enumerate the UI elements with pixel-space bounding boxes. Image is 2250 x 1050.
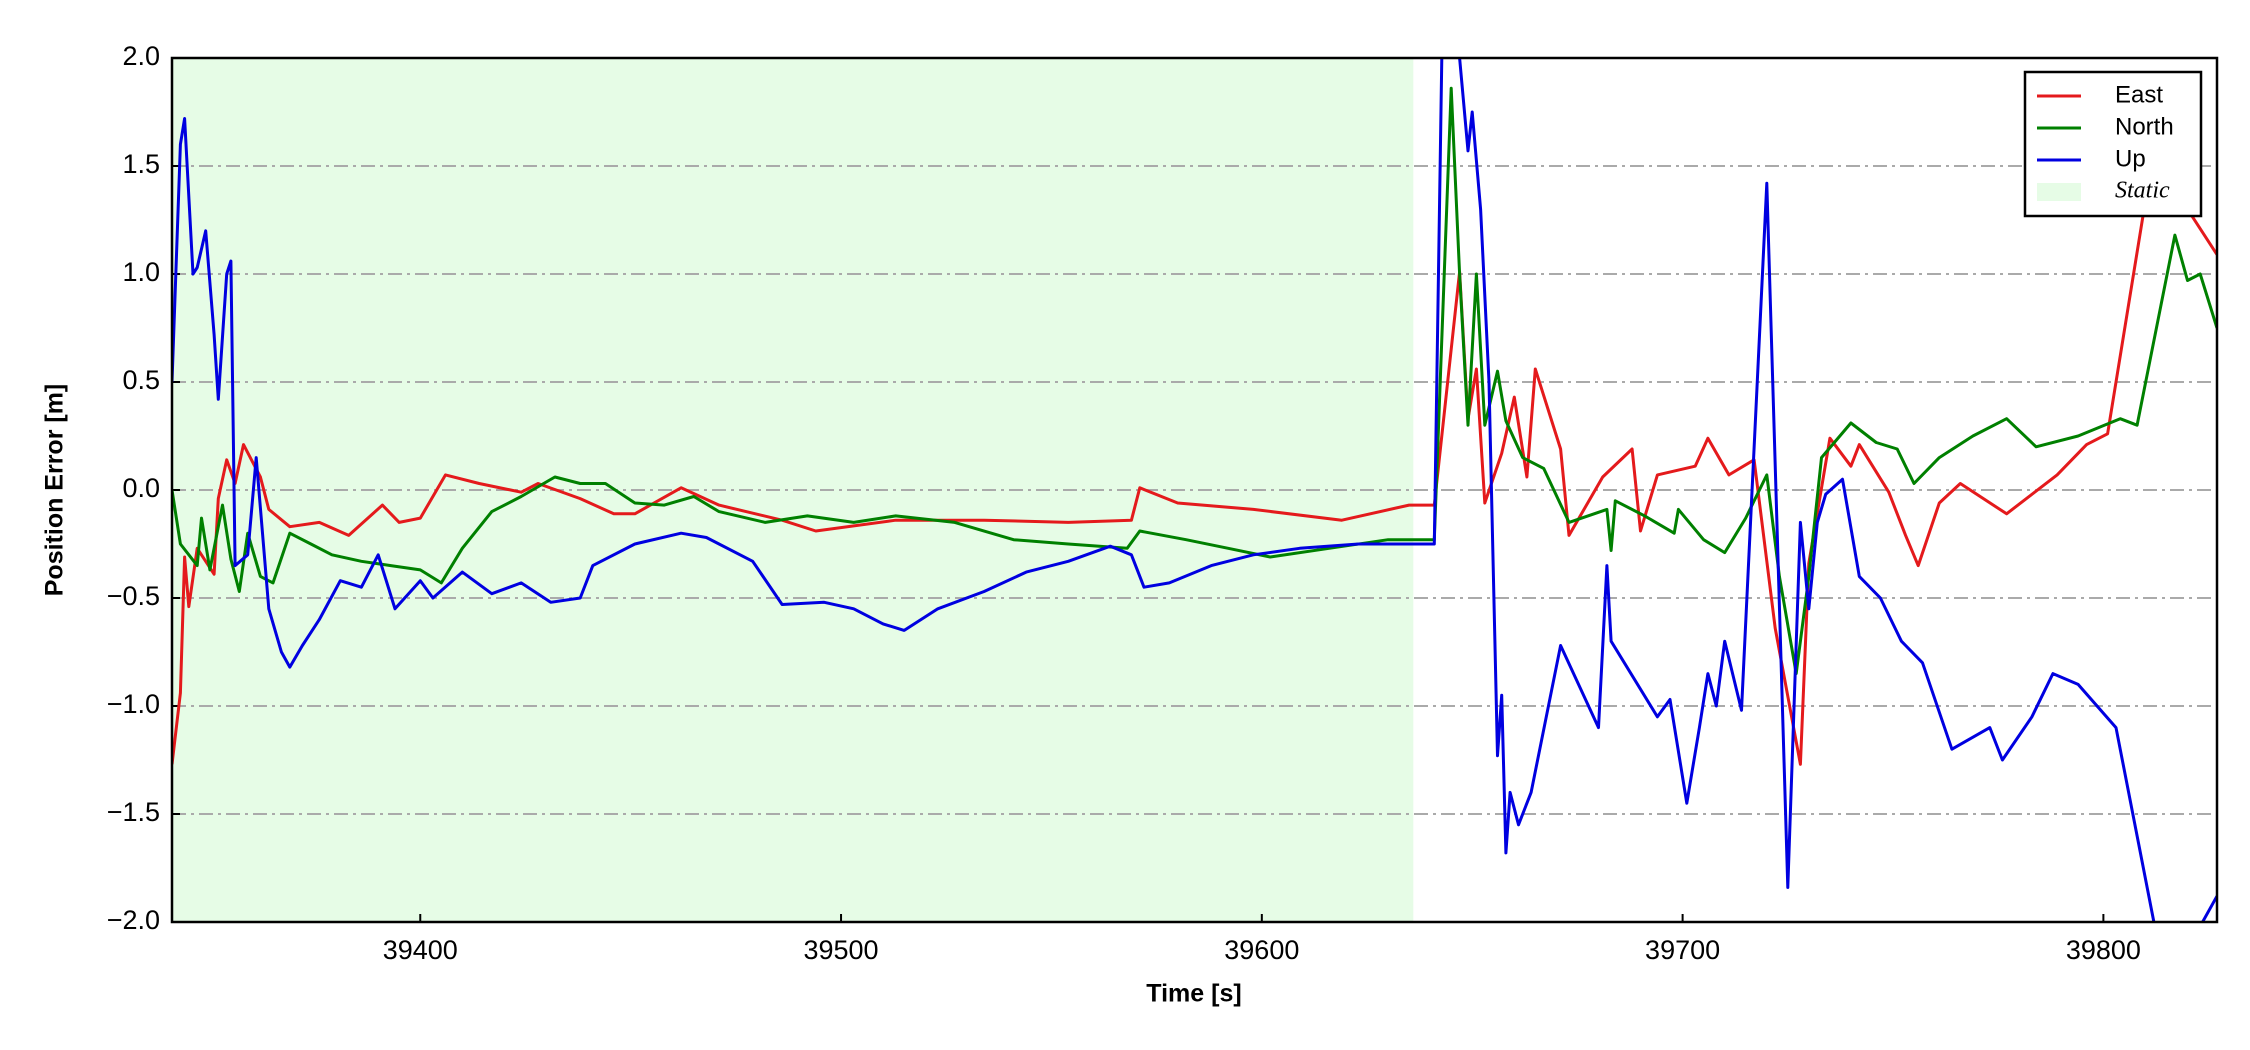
y-tick-label: −2.0 [107, 905, 160, 935]
legend-label: Static [2115, 178, 2170, 204]
y-tick-label: −1.0 [107, 689, 160, 719]
y-axis-label: Position Error [m] [41, 384, 69, 597]
series-line [172, 58, 2217, 922]
x-tick-label: 39700 [1645, 935, 1720, 965]
x-axis-label: Time [s] [1146, 980, 1241, 1008]
legend-label: East [2115, 81, 2163, 108]
y-tick-label: 0.5 [122, 365, 160, 395]
y-tick-label: 0.0 [122, 473, 160, 503]
legend-swatch [2037, 183, 2081, 201]
legend-label: Up [2115, 145, 2146, 172]
x-tick-label: 39800 [2066, 935, 2141, 965]
legend-label: North [2115, 113, 2174, 140]
y-tick-label: 1.0 [122, 257, 160, 287]
x-tick-label: 39600 [1224, 935, 1299, 965]
plot-frame [170, 56, 2219, 924]
y-tick-label: −1.5 [107, 797, 160, 827]
x-tick-label: 39500 [803, 935, 878, 965]
legend: East North Up Static [2023, 70, 2203, 218]
y-tick-label: 2.0 [122, 41, 160, 71]
y-tick-label: 1.5 [122, 149, 160, 179]
series-line [172, 173, 2217, 766]
x-tick-label: 39400 [383, 935, 458, 965]
y-tick-label: −0.5 [107, 581, 160, 611]
